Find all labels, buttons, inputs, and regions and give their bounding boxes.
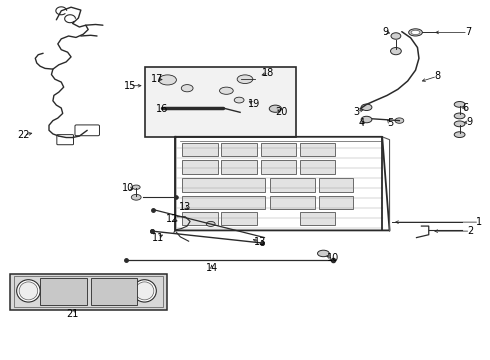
Ellipse shape	[17, 280, 40, 302]
Ellipse shape	[454, 113, 465, 119]
Text: 11: 11	[152, 233, 164, 243]
FancyBboxPatch shape	[75, 125, 99, 136]
Ellipse shape	[19, 282, 38, 300]
Text: 21: 21	[66, 309, 79, 319]
FancyBboxPatch shape	[57, 135, 74, 145]
Ellipse shape	[361, 104, 372, 111]
Bar	[319, 178, 353, 192]
Ellipse shape	[131, 194, 141, 200]
Ellipse shape	[159, 75, 176, 85]
Ellipse shape	[318, 250, 329, 257]
Bar	[319, 196, 353, 209]
Text: 18: 18	[263, 68, 274, 78]
Text: 14: 14	[206, 263, 218, 273]
Bar	[10, 274, 167, 310]
Bar	[221, 212, 257, 225]
Bar	[221, 143, 257, 156]
Ellipse shape	[395, 118, 404, 123]
Text: 16: 16	[156, 104, 168, 114]
Ellipse shape	[409, 29, 422, 36]
Text: 17: 17	[150, 74, 163, 84]
Text: 6: 6	[463, 103, 468, 113]
Ellipse shape	[133, 280, 156, 302]
Ellipse shape	[181, 85, 193, 92]
Ellipse shape	[234, 97, 244, 103]
Ellipse shape	[132, 185, 140, 189]
Bar	[40, 278, 87, 305]
Bar	[270, 178, 315, 192]
Text: 7: 7	[465, 27, 471, 37]
Bar	[300, 143, 335, 156]
Bar	[182, 143, 218, 156]
Bar	[14, 276, 163, 307]
Bar	[261, 160, 296, 174]
Bar	[261, 143, 296, 156]
Bar	[270, 196, 315, 209]
Ellipse shape	[206, 221, 215, 226]
Text: 2: 2	[467, 226, 473, 236]
Text: 3: 3	[354, 107, 360, 117]
Text: 10: 10	[327, 253, 339, 264]
Text: 5: 5	[387, 118, 393, 128]
Ellipse shape	[237, 75, 253, 84]
Text: 22: 22	[17, 130, 30, 140]
Text: 12: 12	[166, 214, 179, 224]
Ellipse shape	[220, 87, 233, 94]
Text: 1: 1	[476, 217, 482, 227]
Bar	[182, 160, 218, 174]
Bar	[300, 212, 335, 225]
Ellipse shape	[391, 48, 401, 55]
Ellipse shape	[411, 30, 420, 35]
Text: 13: 13	[254, 237, 266, 247]
Text: 9: 9	[382, 27, 388, 37]
Text: 19: 19	[248, 99, 260, 109]
Text: 20: 20	[275, 107, 288, 117]
Bar	[300, 160, 335, 174]
Text: 8: 8	[434, 71, 440, 81]
Ellipse shape	[454, 102, 465, 107]
Ellipse shape	[391, 33, 401, 39]
Bar	[182, 196, 265, 209]
Text: 13: 13	[179, 202, 191, 212]
Bar	[145, 67, 296, 137]
Bar	[221, 160, 257, 174]
Bar	[182, 178, 265, 192]
Ellipse shape	[454, 121, 465, 127]
Ellipse shape	[454, 132, 465, 138]
Ellipse shape	[270, 105, 281, 112]
Bar	[91, 278, 137, 305]
Text: 10: 10	[122, 183, 134, 193]
Text: 15: 15	[123, 81, 136, 91]
Ellipse shape	[361, 116, 372, 123]
Ellipse shape	[135, 282, 154, 300]
Text: 9: 9	[466, 117, 472, 127]
Bar	[182, 212, 218, 225]
Text: 4: 4	[359, 118, 365, 128]
